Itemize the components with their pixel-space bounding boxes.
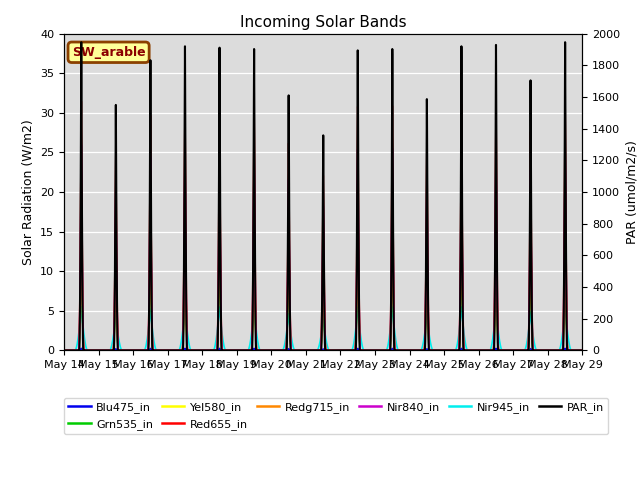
Title: Incoming Solar Bands: Incoming Solar Bands [240,15,406,30]
Y-axis label: PAR (umol/m2/s): PAR (umol/m2/s) [626,140,639,244]
Legend: Blu475_in, Grn535_in, Yel580_in, Red655_in, Redg715_in, Nir840_in, Nir945_in, PA: Blu475_in, Grn535_in, Yel580_in, Red655_… [64,398,608,434]
Text: SW_arable: SW_arable [72,46,145,59]
Y-axis label: Solar Radiation (W/m2): Solar Radiation (W/m2) [22,119,35,265]
